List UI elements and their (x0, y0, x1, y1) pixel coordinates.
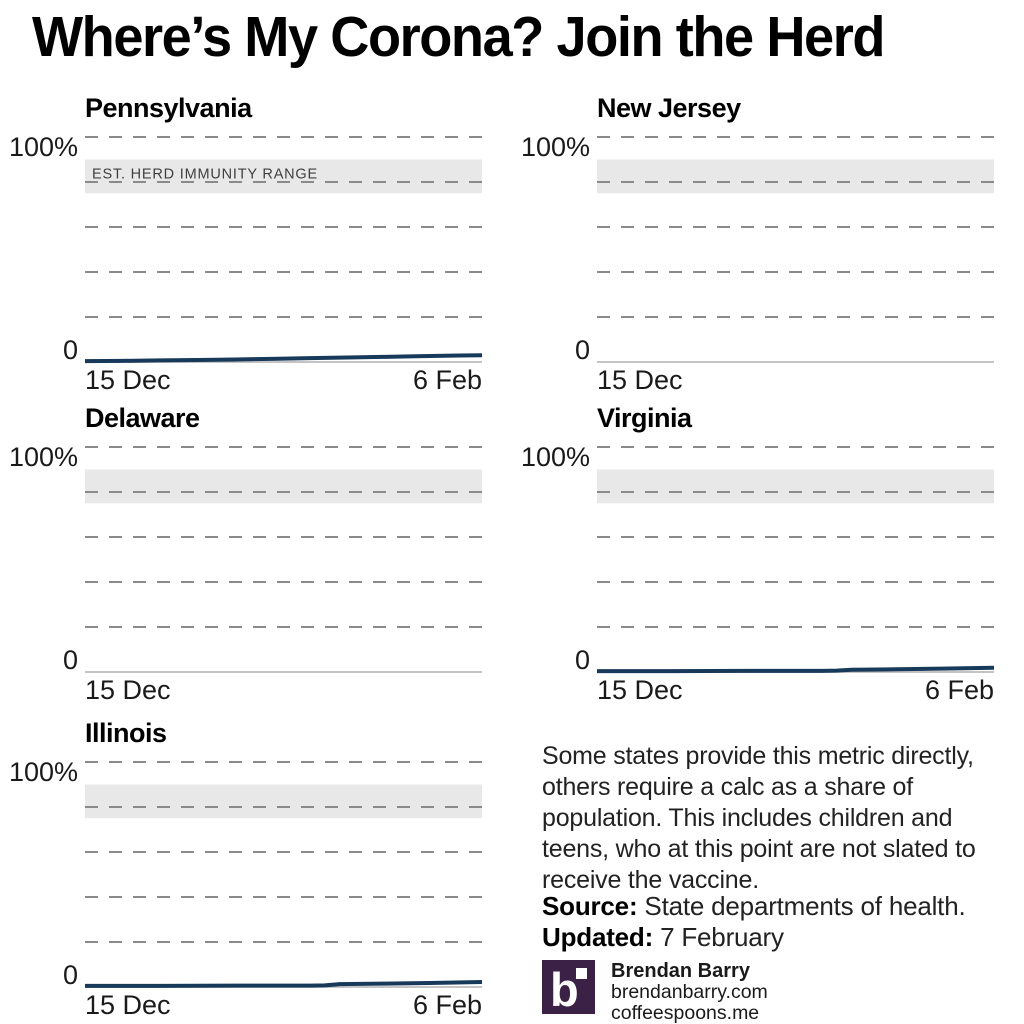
x-tick-start: 15 Dec (85, 365, 171, 395)
x-tick-end: 6 Feb (925, 675, 994, 705)
source-text: State departments of health. (637, 891, 966, 921)
y-tick-100: 100% (521, 132, 590, 162)
source-label: Source: (542, 891, 638, 921)
updated-label: Updated: (542, 922, 654, 952)
logo-dot-icon (576, 968, 587, 979)
herd-immunity-band (85, 784, 482, 819)
credit-text: Brendan Barry brendanbarry.com coffeespo… (611, 960, 768, 1024)
y-tick-100: 100% (9, 132, 78, 162)
herd-immunity-band (85, 469, 482, 504)
chart-illinois: Illinois 100% 0 15 Dec 6 Feb (0, 715, 512, 1024)
brendan-barry-logo: b (542, 960, 595, 1014)
y-tick-0: 0 (63, 335, 78, 365)
x-tick-start: 15 Dec (85, 990, 171, 1020)
updated-line: Updated: 7 February (542, 922, 784, 953)
vaccination-line-0 (84, 353, 483, 364)
herd-immunity-band-label: EST. HERD IMMUNITY RANGE (92, 167, 318, 183)
methodology-note: Some states provide this metric directly… (542, 742, 976, 894)
x-tick-end: 6 Feb (413, 990, 482, 1020)
y-tick-0: 0 (575, 645, 590, 675)
x-tick-start: 15 Dec (597, 365, 683, 395)
y-tick-0: 0 (575, 335, 590, 365)
author-site2: coffeespoons.me (611, 1002, 760, 1024)
herd-immunity-band (85, 159, 482, 194)
chart-title-virginia: Virginia (597, 403, 692, 433)
updated-text: 7 February (653, 922, 784, 952)
x-tick-start: 15 Dec (597, 675, 683, 705)
x-tick-start: 15 Dec (85, 675, 171, 705)
main-title: Where’s My Corona? Join the Herd (32, 5, 885, 69)
author-name: Brendan Barry (611, 960, 750, 982)
chart-pennsylvania: Pennsylvania EST. HERD IMMUNITY RANGE 100… (0, 90, 512, 400)
y-tick-0: 0 (63, 645, 78, 675)
herd-immunity-band (597, 159, 994, 194)
chart-new-jersey: New Jersey 100% 0 15 Dec (512, 90, 1024, 400)
y-tick-0: 0 (63, 960, 78, 990)
logo-letter: b (550, 963, 579, 1016)
x-tick-end: 6 Feb (413, 365, 482, 395)
credit-block: b Brendan Barry brendanbarry.com coffees… (542, 960, 768, 1024)
notes-panel: Some states provide this metric directly… (512, 715, 1024, 1024)
chart-virginia: Virginia 100% 0 15 Dec 6 Feb (512, 400, 1024, 710)
chart-title-pennsylvania: Pennsylvania (85, 93, 252, 123)
chart-plot-illinois: 100% 015 Dec 6 Feb (9, 757, 483, 1020)
vaccination-line-0 (85, 980, 483, 988)
chart-plot-pennsylvania: EST. HERD IMMUNITY RANGE 100% 015 Dec 6 Feb (9, 132, 483, 395)
chart-delaware: Delaware 100% 0 15 Dec (0, 400, 512, 710)
chart-title-illinois: Illinois (85, 718, 167, 748)
chart-title-delaware: Delaware (85, 403, 200, 433)
y-tick-100: 100% (9, 442, 78, 472)
y-tick-100: 100% (9, 757, 78, 787)
author-site: brendanbarry.com (611, 981, 768, 1003)
herd-immunity-band (597, 469, 994, 504)
chart-plot-delaware: 100% 015 Dec (9, 442, 482, 705)
y-tick-100: 100% (521, 442, 590, 472)
source-line: Source: State departments of health. (542, 891, 966, 922)
chart-plot-virginia: 100% 015 Dec 6 Feb (521, 442, 995, 705)
chart-plot-new-jersey: 100% 015 Dec (521, 132, 994, 395)
vaccination-line-0 (597, 665, 995, 674)
chart-title-new-jersey: New Jersey (597, 93, 741, 123)
